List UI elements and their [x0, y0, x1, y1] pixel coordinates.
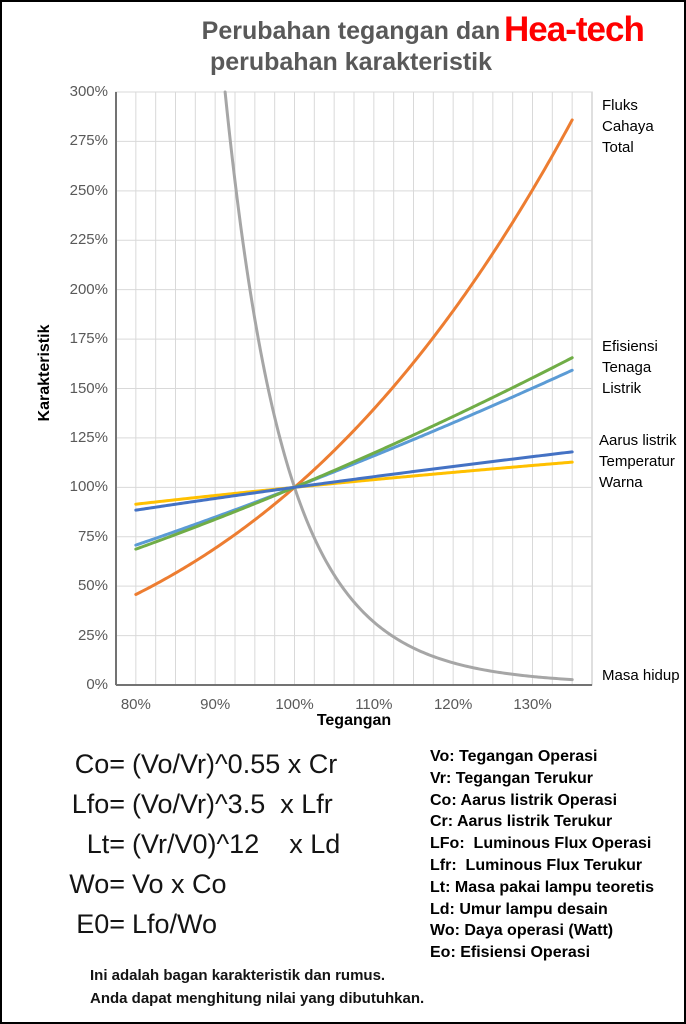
- y-tick-label: 300%: [69, 83, 108, 100]
- formula-row: E0= Lfo/Wo: [30, 904, 340, 944]
- x-tick-label: 90%: [200, 696, 231, 713]
- definition-item: LFo: Luminous Flux Operasi: [430, 835, 652, 853]
- x-tick-label: 120%: [433, 696, 473, 713]
- series-label-masa-hidup: Masa hidup: [602, 667, 680, 684]
- definition-item: Wo: Daya operasi (Watt): [430, 922, 614, 940]
- page-title: Perubahan tegangan dan perubahan karakte…: [62, 16, 640, 78]
- footnote: Ini adalah bagan karakteristik dan rumus…: [90, 964, 424, 1010]
- formula-row: Wo= Vo x Co: [30, 864, 340, 904]
- y-tick-label: 100%: [69, 478, 108, 496]
- y-tick-label: 175%: [69, 330, 108, 348]
- y-tick-label: 150%: [69, 379, 108, 397]
- page-title-line1: Perubahan tegangan dan: [201, 17, 501, 45]
- y-tick-label: 225%: [69, 231, 108, 249]
- x-tick-label: 80%: [120, 696, 151, 713]
- y-tick-label: 0%: [86, 676, 108, 693]
- formula-rhs: (Vo/Vr)^0.55 x Cr: [132, 748, 338, 779]
- formula-lhs: Wo=: [69, 868, 125, 899]
- formula-row: Co= (Vo/Vr)^0.55 x Cr: [30, 744, 340, 784]
- tenaga-listrik-line: [134, 368, 574, 547]
- formula-lhs: E0=: [76, 908, 125, 939]
- fluks-cahaya-total-line: [134, 118, 574, 596]
- y-tick-label: 125%: [69, 428, 108, 446]
- series-label-efisiensi-tenaga-listrik: Efisiensi Tenaga Listrik: [602, 338, 658, 397]
- definition-item: Co: Aarus listrik Operasi: [430, 791, 618, 809]
- masa-hidup-line: [223, 90, 574, 682]
- y-tick-label: 25%: [77, 626, 108, 644]
- footnote-line1: Ini adalah bagan karakteristik dan rumus…: [90, 967, 386, 984]
- y-tick-label: 75%: [77, 527, 108, 545]
- definition-list: Vo: Tegangan Operasi Vr: Tegangan Terukur…: [430, 746, 654, 964]
- efisiensi-line: [134, 356, 574, 551]
- formula-lhs: Lfo=: [71, 788, 125, 819]
- page-title-line2: perubahan karakteristik: [209, 48, 493, 76]
- x-tick-label: 100%: [275, 696, 314, 713]
- y-tick-label: 50%: [77, 577, 108, 595]
- definition-item: Ld: Umur lampu desain: [430, 900, 608, 918]
- x-axis-title: Tegangan: [316, 712, 392, 729]
- formula-rhs: Vo x Co: [132, 868, 227, 899]
- aarus-listrik-line: [134, 450, 574, 512]
- temperatur-warna-line: [134, 460, 574, 506]
- formula-rhs: (Vo/Vr)^3.5 x Lfr: [132, 788, 333, 819]
- y-tick-label: 275%: [69, 132, 108, 150]
- definition-item: Eo: Efisiensi Operasi: [430, 944, 591, 962]
- definition-item: Vr: Tegangan Terukur: [430, 769, 593, 787]
- definition-item: Lfr: Luminous Flux Terukur: [430, 856, 643, 874]
- definition-item: Vo: Tegangan Operasi: [430, 748, 598, 765]
- formula-rhs: (Vr/V0)^12 x Ld: [132, 828, 341, 859]
- brand-logo: Hea-tech: [504, 10, 645, 49]
- footnote-line2: Anda dapat menghitung nilai yang dibutuh…: [90, 990, 425, 1007]
- series-label-fluks-cahaya-total: Fluks Cahaya Total: [602, 97, 654, 156]
- formula-lhs: Co=: [74, 748, 125, 779]
- formula-row: Lt= (Vr/V0)^12 x Ld: [30, 824, 341, 864]
- formula-rhs: Lfo/Wo: [132, 908, 218, 939]
- x-tick-label: 110%: [355, 696, 393, 713]
- formula-lhs: Lt=: [86, 828, 125, 859]
- y-tick-label: 250%: [69, 181, 108, 199]
- y-tick-label: 200%: [69, 280, 108, 298]
- definition-item: Cr: Aarus listrik Terukur: [430, 813, 613, 831]
- formula-row: Lfo= (Vo/Vr)^3.5 x Lfr: [30, 784, 340, 824]
- series-label-aarus-listrik-temperatur-warna: Aarus listrik Temperatur Warna: [599, 432, 677, 491]
- formula-list: Co= (Vo/Vr)^0.55 x Cr Lfo= (Vo/Vr)^3.5 x Lf…: [30, 744, 340, 944]
- definition-item: Lt: Masa pakai lampu teoretis: [430, 878, 655, 896]
- x-tick-label: 130%: [513, 696, 552, 713]
